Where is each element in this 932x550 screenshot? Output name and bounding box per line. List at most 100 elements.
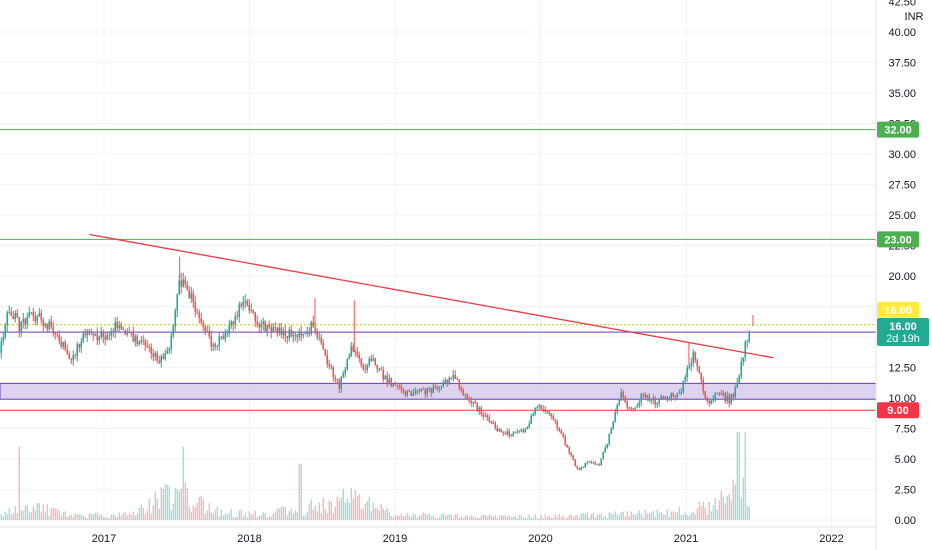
candle-body [56, 334, 59, 335]
volume-bar [58, 510, 60, 520]
volume-bar [612, 514, 614, 520]
candle-body [272, 327, 275, 332]
candle-body [186, 284, 189, 291]
candle-body [4, 325, 7, 338]
volume-bar [618, 514, 620, 520]
price-tick-label: 10.00 [888, 393, 916, 405]
candle-body [638, 401, 641, 406]
candle-body [284, 330, 287, 337]
candle-body [202, 322, 205, 328]
candle-body [672, 392, 675, 396]
volume-bar [554, 514, 556, 520]
candle-body [320, 337, 323, 344]
level-tag-text: 32.00 [884, 125, 912, 137]
candle-body [468, 398, 471, 401]
candle-body [234, 316, 237, 325]
level-tag-bg [877, 402, 919, 419]
candle-body [112, 330, 115, 333]
volume-bar [518, 515, 520, 520]
candle-body [410, 391, 413, 396]
volume-bar [672, 511, 674, 520]
candle-body [270, 326, 273, 332]
time-tick-label: 2020 [528, 533, 552, 545]
candle-body [10, 312, 13, 317]
volume-bar [126, 515, 128, 520]
candle-body [64, 342, 67, 350]
level-tag-bg [877, 231, 919, 248]
candle-body [392, 384, 395, 387]
candle-body [436, 387, 439, 389]
candle-body [610, 429, 613, 434]
volume-bar [414, 514, 416, 520]
volume-bar [730, 500, 732, 520]
price-tick-label: 42.50 [888, 0, 916, 9]
candle-body [716, 393, 719, 395]
candle-body [676, 394, 679, 397]
volume-bar [18, 446, 20, 520]
volume-bar [68, 515, 70, 520]
volume-bar [158, 508, 160, 520]
last-price-tag-bg [877, 318, 929, 347]
candle-body [266, 324, 269, 332]
volume-bar [266, 517, 268, 520]
candle-body [388, 378, 391, 384]
candle-body [206, 330, 209, 333]
volume-bar [76, 514, 78, 520]
candle-body [530, 415, 533, 424]
candle-body [402, 388, 405, 392]
candle-body [122, 328, 125, 331]
candle-body [380, 368, 383, 370]
candle-body [454, 374, 457, 380]
volume-bar [536, 518, 538, 520]
volume-bar [704, 507, 706, 520]
candle-body [126, 332, 129, 335]
volume-bar [94, 512, 96, 520]
candle-body [538, 405, 541, 407]
volume-bar [32, 506, 34, 520]
candle-body [358, 355, 361, 359]
volume-bar [118, 512, 120, 520]
candle-body [370, 358, 373, 361]
candle-body [700, 372, 703, 381]
candle-body [566, 444, 569, 448]
candle-body [486, 415, 489, 418]
candle-body [214, 344, 217, 347]
candle-body [560, 430, 563, 435]
candle-body [190, 293, 193, 299]
volume-bar [470, 515, 472, 520]
price-tick-label: 7.50 [895, 424, 916, 436]
volume-bar [696, 508, 698, 520]
volume-bar [62, 511, 64, 520]
volume-bar [336, 497, 338, 520]
volume-bar [478, 518, 480, 520]
volume-bar [688, 515, 690, 520]
horizontal-levels [0, 129, 876, 411]
volume-bar [646, 513, 648, 520]
volume-bar [468, 517, 470, 520]
volume-bar [134, 515, 136, 520]
candle-body [694, 352, 697, 361]
candle-body [500, 429, 503, 433]
candle-body [558, 427, 561, 431]
volume-bar [204, 513, 206, 520]
candle-body [678, 393, 681, 395]
candle-body [598, 464, 601, 466]
candle-body [312, 321, 315, 327]
candle-body [412, 393, 415, 396]
volume-bar [308, 503, 310, 520]
time-axis[interactable]: 2017 2018 2019 2020 2021 2022 [0, 526, 876, 545]
volume-bar [26, 505, 28, 520]
volume-bar [182, 446, 184, 520]
volume-bar [508, 515, 510, 520]
volume-bar [190, 512, 192, 520]
candle-body [488, 417, 491, 422]
volume-bar [472, 516, 474, 520]
candle-body [376, 364, 379, 370]
candle-body [326, 355, 329, 365]
volume-bar [742, 477, 744, 520]
candle-body [196, 311, 199, 313]
volume-bar [120, 515, 122, 520]
volume-bar [10, 514, 12, 520]
volume-bar [560, 516, 562, 520]
